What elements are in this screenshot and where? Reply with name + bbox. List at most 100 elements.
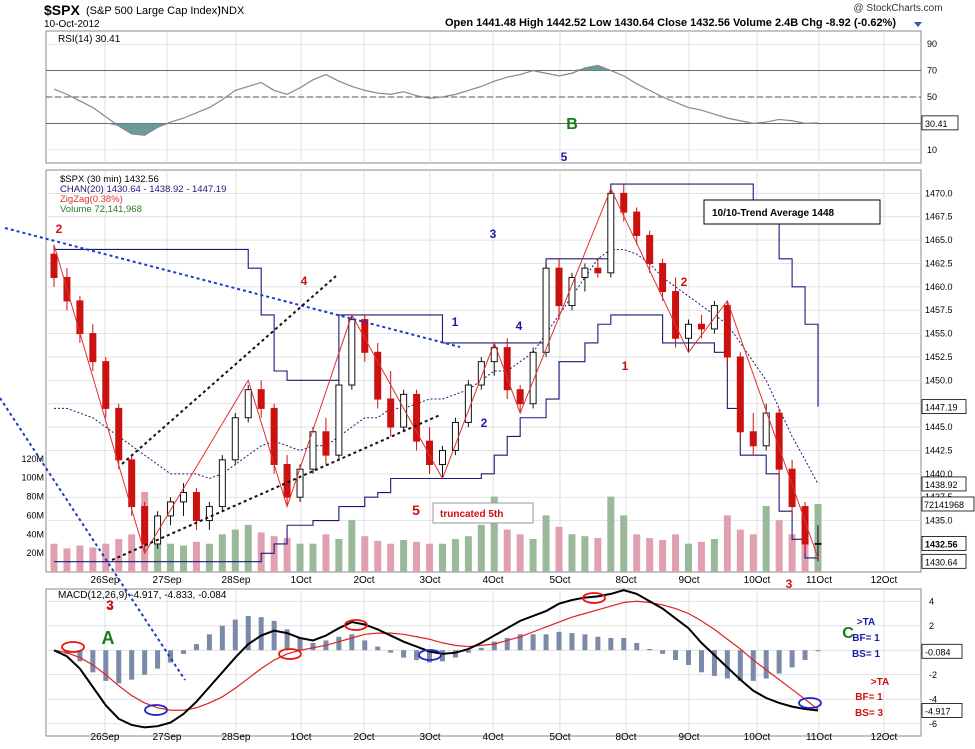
macd-annotation: BF= 1 [855,692,883,703]
candle-body [102,361,110,409]
crossover-marker [418,649,442,661]
x-tick-label: 2Oct [353,575,374,586]
volume-bar [581,536,589,572]
x-tick-label: 12Oct [871,575,898,586]
volume-bar [568,534,576,572]
volume-bar [244,524,252,572]
volume-bar [63,548,71,572]
macd-histogram-bar [232,619,238,651]
volume-tick-label: 20M [26,548,44,558]
volume-bar [438,543,446,572]
volume-bar [490,496,498,572]
macd-histogram-bar [77,650,83,662]
macd-histogram-bar [517,634,523,651]
volume-bar [154,529,162,572]
candle-body [529,351,537,405]
volume-bar [775,520,783,572]
price-legend-item: Volume 72,141,968 [60,204,142,215]
macd-line [53,589,819,729]
zigzag-line [53,187,819,559]
price-tick-label: 1470.0 [925,188,953,198]
x-tick-label: 10Oct [744,732,771,743]
macd-histogram-bar [401,650,407,658]
rsi-oversold-fill [105,123,171,136]
macd-histogram-bar [155,650,161,669]
truncated-5th-box [432,502,534,524]
candle-body [685,323,693,339]
price-tick-label: 1440.0 [925,469,953,479]
price-tick-label: 1435.0 [925,516,953,526]
price-tick-label: 1465.0 [925,235,953,245]
candle-body [620,192,628,213]
crossover-marker [344,619,368,631]
candle-body [775,412,783,470]
volume-bar [374,540,382,572]
x-tick-label: 4Oct [482,732,503,743]
macd-histogram-bar [90,650,96,673]
x-tick-label: 11Oct [806,575,832,586]
macd-histogram-bar [621,638,627,651]
macd-histogram-bar [245,615,251,651]
volume-bar [503,529,511,572]
dropdown-arrow-icon[interactable] [914,22,922,27]
macd-histogram-bar [556,631,562,651]
candle-body [374,351,382,400]
wave-label: 5 [412,502,420,518]
price-legend-item: $SPX (30 min) 1432.56 [60,174,159,185]
rsi-value-text: 30.41 [925,119,948,129]
price-tick-label: 1450.0 [925,375,953,385]
candle-body [244,389,252,419]
x-tick-label: 12Oct [871,732,898,743]
wave-label: 2 [481,416,488,430]
macd-histogram-bar [530,634,536,651]
macd-histogram-bar [737,650,743,681]
volume-bar [296,543,304,572]
macd-histogram-bar [802,650,808,661]
macd-histogram-bar [595,636,601,651]
wave-label: 4 [516,319,523,333]
x-tick-label: 9Oct [678,732,699,743]
macd-histogram-bar [776,650,782,674]
volume-bar [335,539,343,572]
volume-bar [270,536,278,572]
macd-histogram-bar [439,650,445,662]
rsi-line [53,64,819,136]
candle-body [322,431,330,456]
volume-bar [128,534,136,572]
x-tick-label: 27Sep [153,575,182,586]
x-tick-label: 5Oct [549,732,570,743]
price-tag-text: 1447.19 [925,403,958,413]
macd-histogram-bar [388,650,394,653]
candle-body [387,398,395,428]
macd-histogram-bar [465,650,471,653]
exchange: INDX [218,5,245,17]
candle-body [451,421,459,451]
x-tick-label: 1Oct [290,575,311,586]
macd-histogram-bar [142,650,148,675]
rsi-tick-label: 70 [927,66,937,76]
macd-histogram-bar [686,650,692,665]
trend-average-label: 10/10-Trend Average 1448 [712,208,835,219]
price-tag [921,476,967,492]
symbol: $SPX [44,2,80,18]
rsi-value-tag [921,115,959,131]
candle-body [257,389,265,409]
candle-body [231,417,239,461]
watermark: @ StockCharts.com [853,3,942,14]
rsi-tick-label: 10 [927,145,937,155]
price-tick-label: 1455.0 [925,329,953,339]
wave-label: 3 [490,227,497,241]
x-tick-label: 11Oct [806,732,832,743]
volume-bar [620,515,628,572]
candle-body [646,234,654,264]
volume-bar [633,534,641,572]
trendline-blue-lower [0,397,186,681]
price-tick-label: 1442.5 [925,445,953,455]
wave-label: B [566,116,578,133]
price-tick-label: 1462.5 [925,258,953,268]
volume-bar [205,543,213,572]
volume-bar [167,543,175,572]
candle-body [218,459,226,508]
candle-body [581,267,589,279]
volume-bar [762,506,770,572]
